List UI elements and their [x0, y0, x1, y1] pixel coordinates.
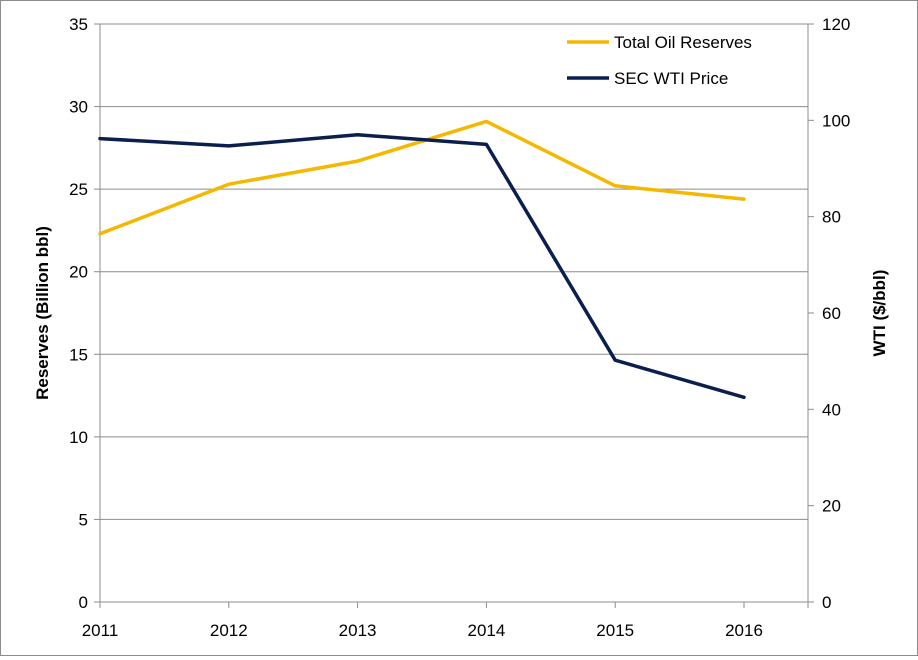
- series-line-sec-wti-price: [98, 133, 746, 400]
- gridlines: [100, 23, 808, 520]
- y-left-tick-label: 25: [69, 180, 88, 199]
- y-right-tick-label: 120: [822, 15, 850, 34]
- y-right-tick-label: 40: [822, 400, 841, 419]
- x-tick-label: 2014: [467, 621, 505, 640]
- y-right-tick-label: 20: [822, 497, 841, 516]
- legend-label-sec-wti-price: SEC WTI Price: [614, 69, 728, 88]
- y-left-tick-label: 0: [79, 593, 88, 612]
- y-right-tick-label: 100: [822, 111, 850, 130]
- y-left-tick-label: 30: [69, 98, 88, 117]
- y-right-tick-label: 0: [822, 593, 831, 612]
- series-lines: [98, 119, 746, 400]
- y-left-tick-label: 15: [69, 345, 88, 364]
- legend: Total Oil Reserves SEC WTI Price: [567, 33, 752, 88]
- x-tick-label: 2016: [725, 621, 763, 640]
- x-tick-label: 2013: [339, 621, 377, 640]
- y-axis-left-title: Reserves (Billion bbl): [33, 226, 52, 400]
- axes: 0 5 10 15 20 25 30 35 0 20 40 60 80 100 120 2011 2012 201…: [69, 15, 850, 640]
- y-axis-right-title: WTI ($/bbl): [870, 270, 889, 357]
- y-left-tick-label: 5: [79, 510, 88, 529]
- x-tick-label: 2011: [82, 621, 119, 640]
- y-left-tick-label: 10: [69, 428, 88, 447]
- y-right-tick-label: 80: [822, 208, 841, 227]
- x-tick-label: 2015: [596, 621, 634, 640]
- y-right-tick-label: 60: [822, 304, 841, 323]
- y-left-tick-label: 20: [69, 263, 88, 282]
- legend-label-total-oil-reserves: Total Oil Reserves: [614, 33, 752, 52]
- x-tick-label: 2012: [210, 621, 248, 640]
- y-left-tick-label: 35: [69, 15, 88, 34]
